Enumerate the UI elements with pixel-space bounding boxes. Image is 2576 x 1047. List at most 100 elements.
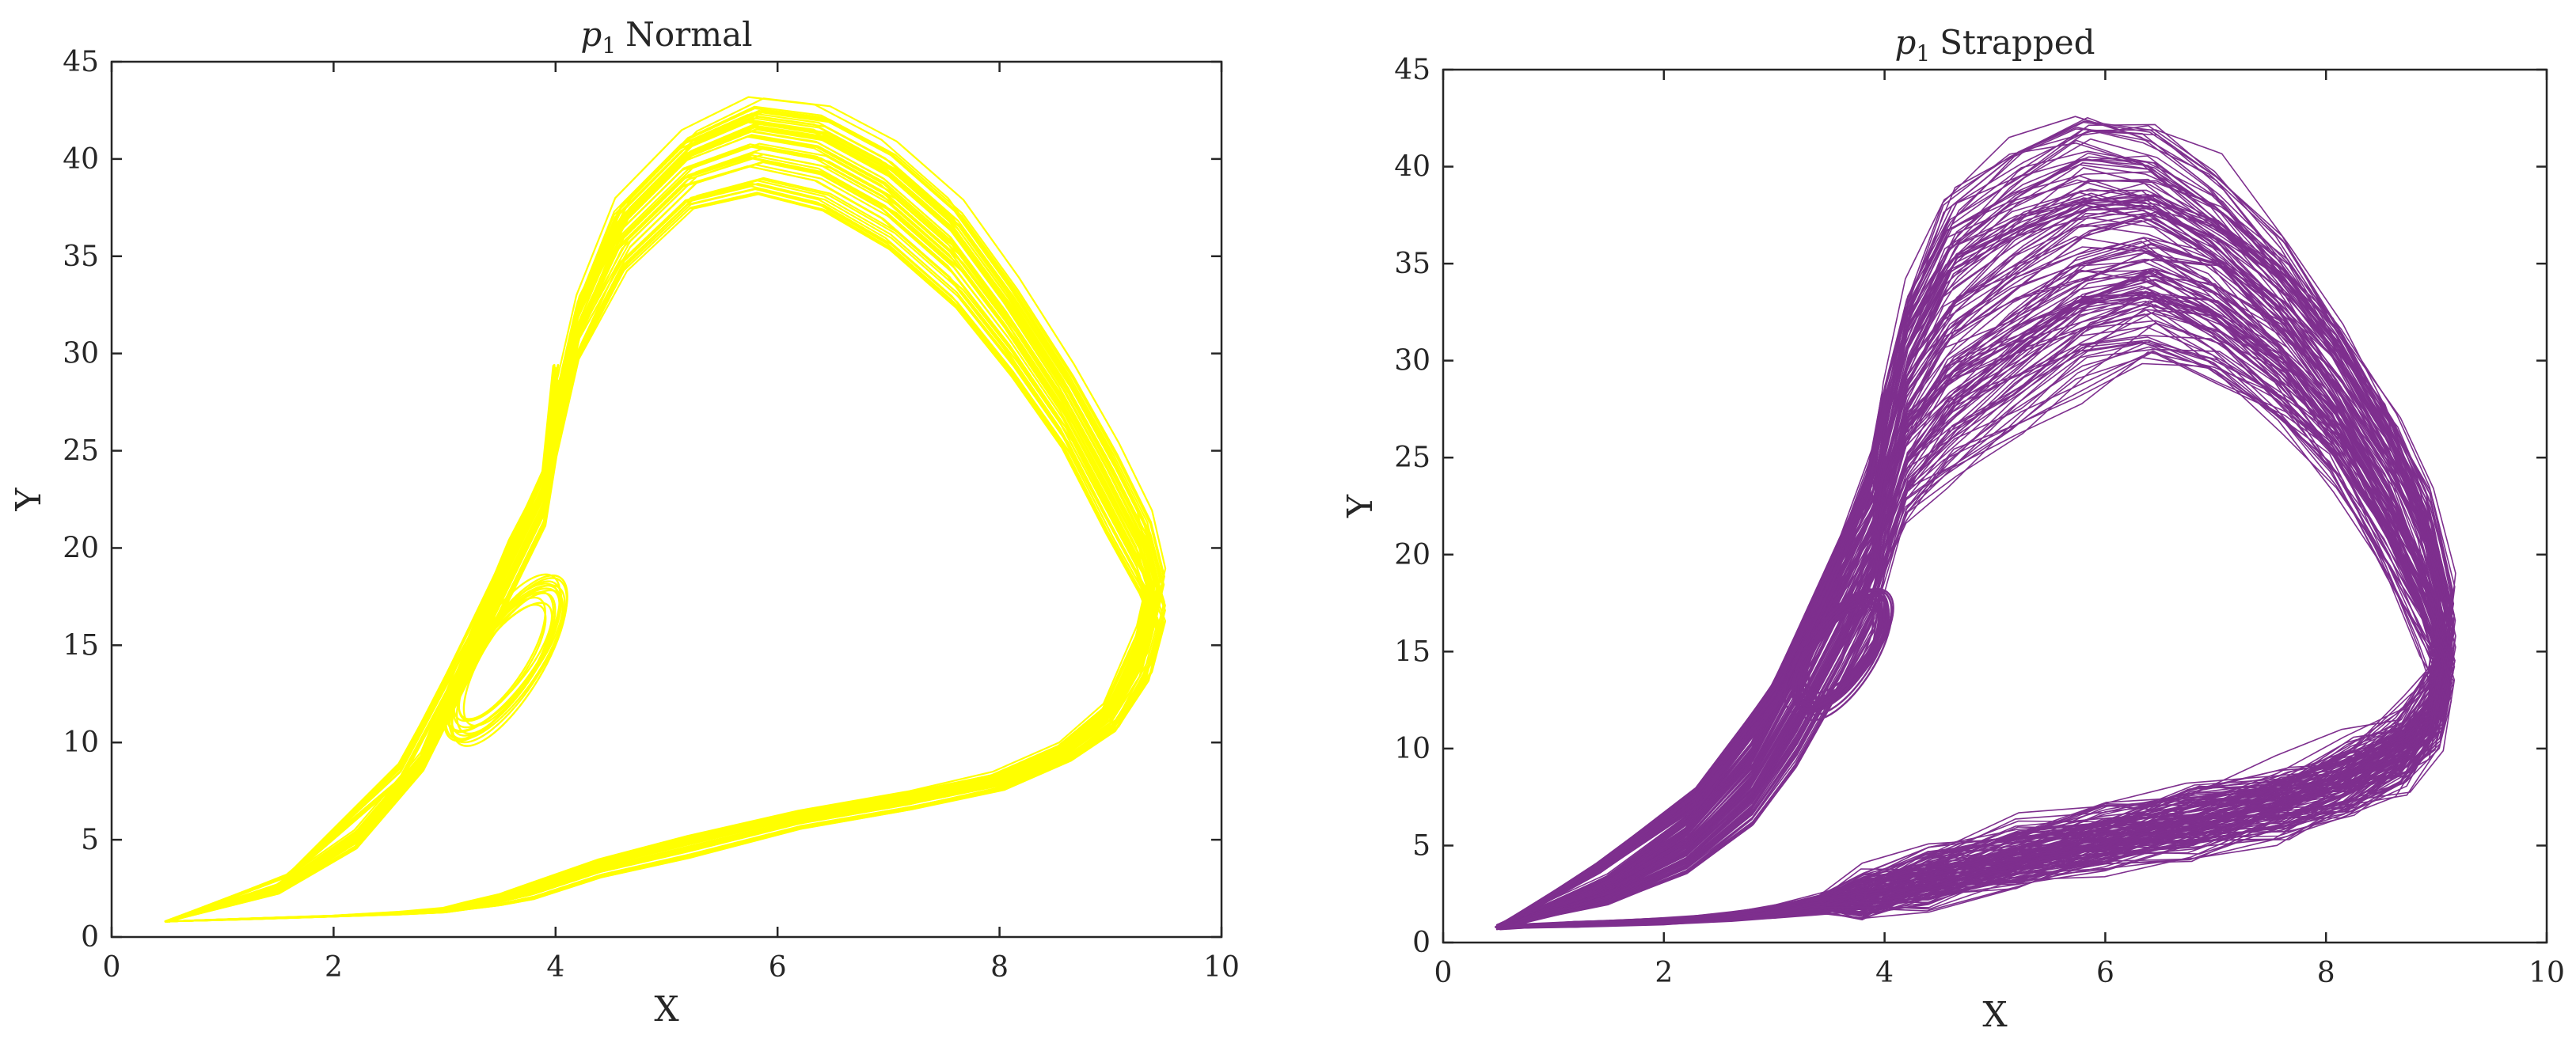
- y-tick-label: 35: [1394, 248, 1430, 280]
- chart-title: p1 Normal: [580, 15, 752, 59]
- x-tick-label: 8: [990, 951, 1009, 984]
- trajectory-line: [166, 128, 1159, 923]
- y-tick-label: 0: [81, 921, 99, 954]
- series-small-loop: [1784, 587, 1894, 722]
- trajectory-line: [165, 145, 1152, 923]
- axes-frame: [1442, 68, 2548, 944]
- stem-line: [1495, 398, 1886, 928]
- trajectory-line: [166, 123, 1161, 923]
- x-tick-label: 2: [325, 951, 343, 984]
- x-tick-label: 0: [1434, 957, 1453, 989]
- trajectory-line: [165, 157, 1157, 923]
- loop-line: [458, 603, 547, 722]
- stem-line: [168, 377, 557, 923]
- trajectory-line: [165, 130, 1153, 923]
- loop-line: [1795, 589, 1890, 713]
- trajectory-line: [165, 143, 1153, 923]
- title-variable: p: [1895, 23, 1917, 62]
- x-tick-label: 6: [769, 951, 787, 984]
- trajectory-line: [1498, 292, 2449, 929]
- trajectory-line: [167, 122, 1165, 923]
- series-small-loop: [443, 573, 568, 747]
- trajectory-line: [1498, 295, 2452, 928]
- loop-line: [443, 573, 561, 742]
- y-tick-label: 35: [63, 241, 99, 273]
- loop-line: [1796, 589, 1893, 722]
- y-tick-label: 30: [1394, 345, 1430, 377]
- trajectory-line: [168, 154, 1166, 923]
- trajectory-line: [168, 161, 1166, 923]
- trajectory-line: [165, 135, 1150, 923]
- trajectory-line: [167, 109, 1165, 923]
- y-axis-label: Y: [1340, 494, 1381, 518]
- y-tick-label: 10: [63, 726, 99, 759]
- x-tick-label: 4: [546, 951, 564, 984]
- y-tick-label: 15: [1394, 635, 1430, 668]
- trajectory-line: [165, 134, 1155, 923]
- trajectory-line: [165, 135, 1153, 923]
- y-tick-label: 45: [1394, 54, 1430, 86]
- title-text: Normal: [625, 15, 752, 54]
- y-tick-label: 20: [1394, 539, 1430, 571]
- title-text: Strapped: [1940, 23, 2095, 62]
- trajectory-line: [166, 122, 1161, 923]
- x-tick-label: 0: [103, 951, 121, 984]
- trajectory-line: [165, 188, 1157, 923]
- trajectory-line: [1498, 197, 2449, 929]
- trajectory-line: [168, 97, 1167, 923]
- x-axis-label: X: [1982, 995, 2008, 1035]
- stem-line: [1497, 406, 1884, 928]
- trajectory-line: [166, 124, 1159, 923]
- trajectory-line: [1499, 205, 2453, 930]
- y-tick-label: 40: [1394, 151, 1430, 184]
- series-stem: [1495, 389, 1889, 928]
- x-tick-label: 10: [2529, 957, 2565, 989]
- trajectory-line: [1496, 286, 2443, 928]
- trajectory-line: [165, 165, 1151, 923]
- trajectory-line: [168, 161, 1166, 923]
- x-tick-label: 2: [1655, 957, 1673, 989]
- trajectory-line: [165, 154, 1155, 923]
- trajectory-line: [1499, 156, 2454, 930]
- title-subscript: 1: [602, 32, 616, 59]
- trajectory-line: [165, 126, 1158, 923]
- y-tick-label: 25: [1394, 442, 1430, 474]
- y-tick-label: 10: [1394, 733, 1430, 765]
- x-tick-label: 8: [2317, 957, 2335, 989]
- trajectory-line: [165, 125, 1156, 923]
- x-axis-label: X: [654, 989, 679, 1030]
- trajectory-line: [165, 151, 1158, 923]
- y-tick-label: 40: [63, 143, 99, 176]
- y-tick-label: 20: [63, 532, 99, 564]
- y-tick-label: 5: [1412, 829, 1430, 862]
- loop-line: [1802, 601, 1883, 700]
- loop-line: [451, 577, 568, 747]
- y-tick-label: 45: [63, 46, 99, 78]
- series-trajectories: [164, 96, 1167, 923]
- x-tick-label: 10: [1203, 951, 1240, 984]
- trajectory-line: [1496, 128, 2441, 929]
- axes-frame: [110, 60, 1223, 939]
- y-tick-label: 0: [1412, 927, 1430, 959]
- chart-p1-normal: 0 2 4 6 8 10 0 5 10 15 20 25 30 35 40 45 X Yp1 Normal: [9, 15, 1240, 1030]
- x-tick-label: 4: [1875, 957, 1894, 989]
- trajectory-line: [1499, 300, 2456, 929]
- trajectory-line: [165, 131, 1154, 923]
- trajectory-line: [167, 148, 1165, 923]
- trajectory-line: [165, 185, 1154, 923]
- trajectory-line: [166, 127, 1161, 923]
- series-trajectories: [1495, 116, 2456, 931]
- trajectory-line: [167, 122, 1163, 923]
- trajectory-line: [167, 142, 1162, 923]
- title-subscript: 1: [1916, 40, 1930, 66]
- y-axis-label: Y: [9, 487, 49, 512]
- y-tick-label: 15: [63, 629, 99, 662]
- trajectory-line: [1497, 326, 2445, 931]
- y-tick-label: 30: [63, 338, 99, 370]
- title-variable: p: [580, 15, 602, 54]
- chart-p1-strapped: 0 2 4 6 8 10 0 5 10 15 20 25 30 35 40 45 X Yp1 Strapped: [1340, 23, 2565, 1035]
- x-tick-label: 6: [2096, 957, 2114, 989]
- y-tick-label: 25: [63, 435, 99, 468]
- y-tick-label: 5: [81, 824, 99, 856]
